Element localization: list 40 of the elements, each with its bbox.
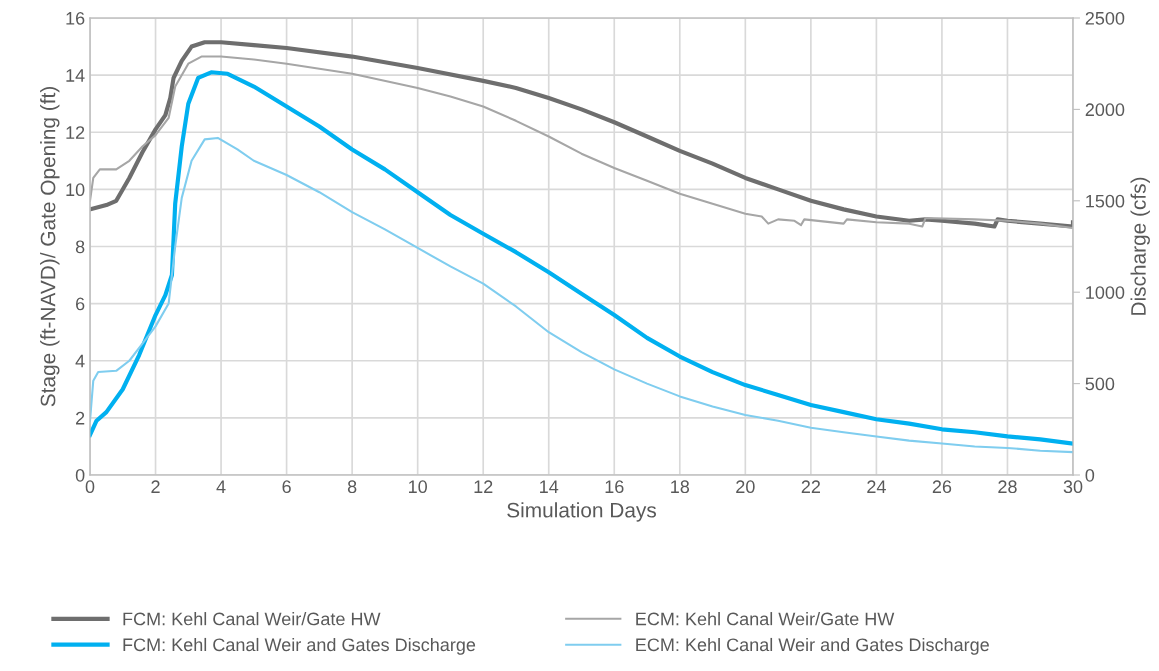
- x-tick-label: 30: [1063, 480, 1083, 494]
- x-tick-label: 2: [151, 480, 160, 493]
- y2-tick-label: 2500: [1085, 11, 1125, 25]
- y-tick-label: 6: [76, 297, 85, 311]
- y-tick-label: 0: [75, 468, 85, 482]
- x-tick-label: 24: [867, 480, 886, 493]
- x-tick-label: 4: [216, 480, 226, 493]
- x-tick-label: 18: [671, 480, 690, 494]
- y2-tick-label: 1000: [1086, 286, 1125, 299]
- legend-label: FCM: Kehl Canal Weir/Gate HW: [123, 612, 381, 626]
- x-tick-label: 22: [801, 480, 820, 493]
- x-tick-label: 0: [85, 480, 95, 494]
- y2-tick-label: 2000: [1085, 103, 1125, 117]
- y2-axis-title: Discharge (cfs): [1130, 177, 1150, 315]
- x-tick-label: 6: [282, 480, 291, 494]
- x-tick-label: 12: [474, 480, 493, 493]
- y-tick-label: 14: [66, 69, 85, 82]
- y-tick-label: 12: [66, 126, 85, 139]
- x-tick-label: 10: [409, 480, 427, 494]
- x-tick-label: 28: [998, 480, 1017, 494]
- legend-label: ECM: Kehl Canal Weir/Gate HW: [636, 612, 895, 626]
- x-tick-label: 26: [932, 480, 952, 494]
- x-tick-label: 14: [540, 480, 559, 493]
- y-tick-label: 2: [76, 411, 85, 425]
- y-axis-title: Stage (ft-NAVD)/ Gate Opening (ft): [40, 87, 60, 407]
- y-tick-label: 4: [75, 354, 85, 368]
- y2-tick-label: 0: [1085, 468, 1095, 482]
- y2-tick-label: 500: [1085, 377, 1115, 391]
- y2-tick-label: 1500: [1086, 194, 1125, 208]
- x-tick-label: 20: [736, 480, 755, 494]
- legend-label: FCM: Kehl Canal Weir and Gates Discharge: [123, 637, 476, 655]
- x-tick-label: 8: [347, 480, 357, 494]
- x-axis-title: Simulation Days: [507, 502, 657, 522]
- line-series: [90, 136, 1073, 454]
- x-tick-label: 16: [605, 480, 624, 494]
- line-series: [90, 70, 1073, 446]
- y-tick-label: 16: [66, 11, 85, 25]
- legend-label: ECM: Kehl Canal Weir and Gates Discharge: [636, 637, 989, 655]
- y-tick-label: 8: [75, 240, 85, 254]
- y-tick-label: 10: [66, 183, 85, 197]
